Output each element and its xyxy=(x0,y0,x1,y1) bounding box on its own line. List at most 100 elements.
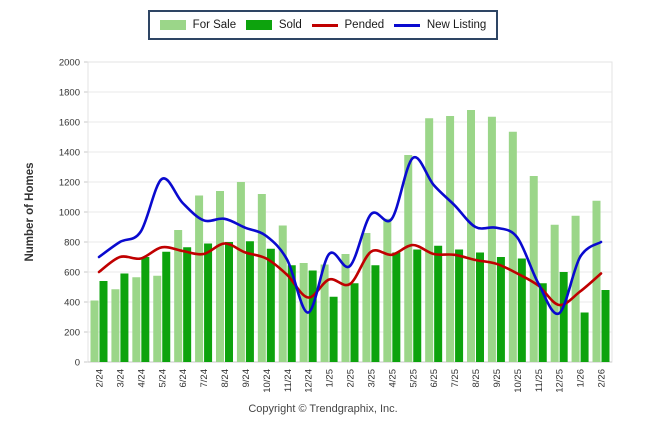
x-tick-label: 4/25 xyxy=(387,369,398,388)
bar-sold xyxy=(517,258,526,362)
bar-sold xyxy=(538,283,547,362)
bar-sold xyxy=(496,257,505,362)
x-tick-label: 1/26 xyxy=(576,369,587,388)
bar-sold xyxy=(601,290,610,362)
x-tick-label: 8/24 xyxy=(220,369,231,388)
bar-sold xyxy=(287,265,296,362)
y-tick-label: 200 xyxy=(64,328,80,339)
bar-for-sale xyxy=(592,200,601,362)
new-listing-line-swatch-icon xyxy=(393,23,420,27)
y-tick-label: 800 xyxy=(64,238,80,249)
bar-sold xyxy=(371,265,380,362)
bar-sold xyxy=(580,312,589,362)
bar-sold xyxy=(329,296,338,362)
y-tick-label: 1600 xyxy=(59,118,80,129)
legend-label-pended: Pended xyxy=(344,19,385,31)
x-tick-label: 5/25 xyxy=(408,369,419,388)
bar-for-sale xyxy=(362,233,371,362)
bar-sold xyxy=(120,273,129,362)
x-tick-label: 10/24 xyxy=(262,369,273,393)
x-tick-label: 12/25 xyxy=(555,369,566,393)
bar-sold xyxy=(162,251,171,362)
bar-for-sale xyxy=(153,275,162,362)
x-tick-label: 4/24 xyxy=(136,369,147,388)
bar-sold xyxy=(204,243,213,362)
pended-line-swatch-icon xyxy=(311,23,338,27)
legend-label-new-listing: New Listing xyxy=(426,19,487,31)
x-tick-label: 12/24 xyxy=(304,369,315,393)
bar-for-sale xyxy=(236,182,245,362)
y-tick-label: 2000 xyxy=(59,58,80,69)
for-sale-swatch-icon xyxy=(159,20,186,30)
legend-item-new-listing: New Listing xyxy=(393,19,487,31)
bar-for-sale xyxy=(111,289,120,362)
bar-for-sale xyxy=(216,191,224,362)
bar-for-sale xyxy=(467,110,475,362)
legend: For Sale Sold Pended New Listing xyxy=(148,10,498,40)
bar-for-sale xyxy=(299,263,308,362)
bar-for-sale xyxy=(529,176,538,362)
y-tick-label: 1000 xyxy=(59,208,80,219)
y-tick-label: 1800 xyxy=(59,88,80,99)
legend-label-sold: Sold xyxy=(278,19,302,31)
bar-sold xyxy=(559,272,568,362)
y-tick-label: 1200 xyxy=(59,178,80,189)
x-tick-label: 3/24 xyxy=(115,369,126,388)
x-tick-label: 6/25 xyxy=(429,369,440,388)
x-tick-label: 7/24 xyxy=(199,369,210,388)
x-tick-label: 1/25 xyxy=(325,369,336,388)
bar-sold xyxy=(245,241,254,362)
bar-for-sale xyxy=(425,118,434,362)
bar-for-sale xyxy=(195,195,204,362)
bar-for-sale xyxy=(550,224,559,362)
y-tick-label: 600 xyxy=(64,268,80,279)
new-listing-line xyxy=(97,155,603,316)
bar-sold xyxy=(266,248,275,362)
bar-sold xyxy=(225,242,233,362)
bar-for-sale xyxy=(341,254,350,362)
x-tick-label: 8/25 xyxy=(471,369,482,388)
x-tick-label: 9/24 xyxy=(241,369,252,388)
bar-for-sale xyxy=(508,131,517,362)
x-tick-label: 5/24 xyxy=(157,369,168,388)
bar-for-sale xyxy=(446,116,455,362)
bar-sold xyxy=(476,252,484,362)
x-tick-label: 2/24 xyxy=(95,369,106,388)
x-tick-label: 10/25 xyxy=(513,369,524,393)
x-tick-label: 11/24 xyxy=(283,369,294,392)
x-tick-label: 2/26 xyxy=(597,369,608,388)
x-tick-label: 3/25 xyxy=(366,369,377,388)
bar-for-sale xyxy=(404,155,413,362)
bar-for-sale xyxy=(257,194,266,362)
bar-for-sale xyxy=(320,264,329,362)
bar-sold xyxy=(350,283,359,362)
x-tick-label: 6/24 xyxy=(178,369,189,388)
bar-for-sale xyxy=(571,215,580,362)
bar-sold xyxy=(99,281,108,362)
legend-item-pended: Pended xyxy=(311,19,385,31)
legend-item-for-sale: For Sale xyxy=(159,19,237,31)
x-tick-label: 2/25 xyxy=(346,369,357,388)
legend-item-sold: Sold xyxy=(245,19,302,31)
bar-for-sale xyxy=(174,230,183,362)
y-tick-label: 1400 xyxy=(59,148,80,159)
bar-sold xyxy=(434,245,443,362)
y-tick-label: 0 xyxy=(75,358,80,369)
bar-for-sale xyxy=(487,116,496,362)
bar-for-sale xyxy=(383,218,392,362)
legend-label-for-sale: For Sale xyxy=(192,19,237,31)
x-tick-label: 7/25 xyxy=(450,369,461,388)
bar-sold xyxy=(392,252,401,362)
bar-sold xyxy=(183,247,192,362)
copyright-text: Copyright © Trendgraphix, Inc. xyxy=(248,403,398,415)
bar-for-sale xyxy=(90,300,99,362)
bar-sold xyxy=(455,249,464,362)
pended-line xyxy=(97,242,603,307)
bar-sold xyxy=(141,257,150,362)
bar-for-sale xyxy=(132,277,141,362)
x-tick-label: 11/25 xyxy=(534,369,545,392)
bar-sold xyxy=(413,249,422,362)
sold-swatch-icon xyxy=(245,20,272,30)
